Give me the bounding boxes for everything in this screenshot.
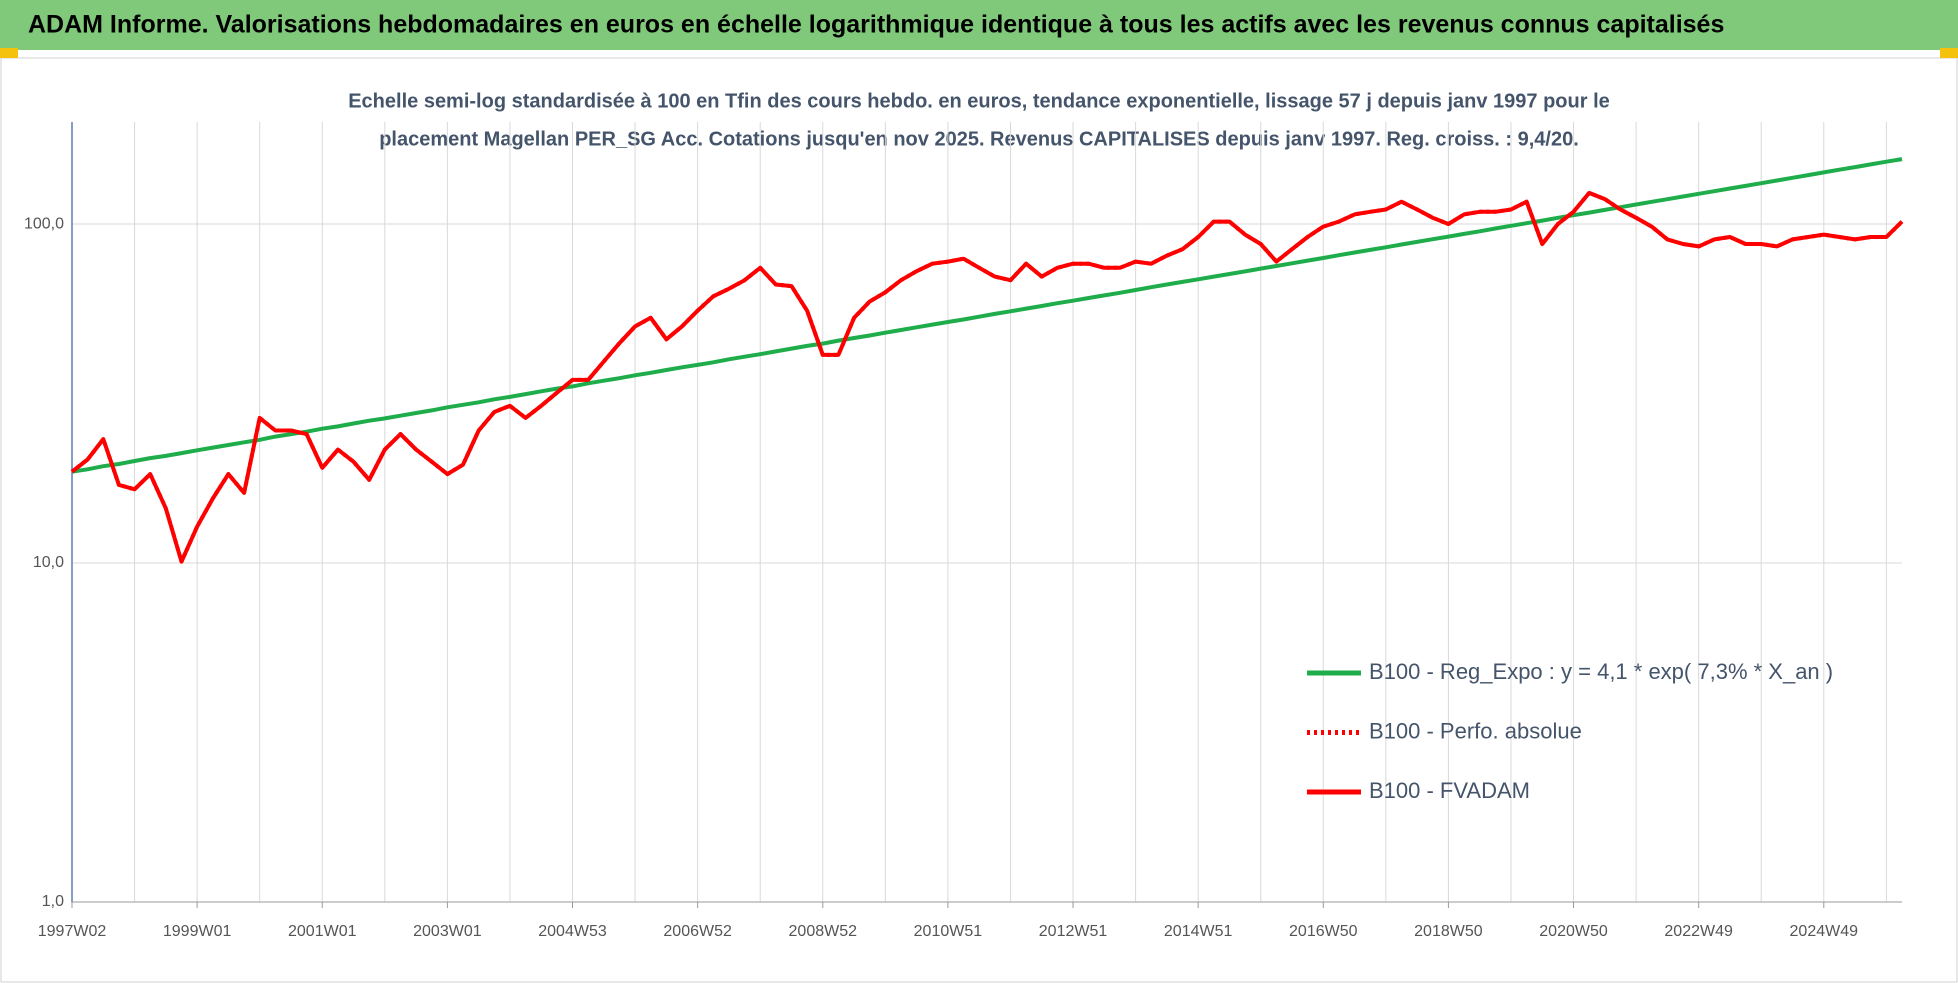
x-tick-label: 2010W51 — [914, 923, 983, 940]
subtitle: Echelle semi-log standardisée à 100 en T… — [348, 90, 1610, 112]
frame — [0, 57, 1958, 983]
series-line — [71, 157, 1903, 474]
chart-title: ADAM Informe. Valorisations hebdomadaire… — [28, 11, 1724, 39]
legend-label: B100 - Perfo. absolue — [1369, 718, 1582, 743]
series-line — [70, 190, 1904, 564]
x-tick-label: 2001W01 — [288, 923, 357, 940]
legend-label: B100 - Reg_Expo : y = 4,1 * exp( 7,3% * … — [1369, 659, 1833, 684]
x-tick-label: 2020W50 — [1539, 923, 1608, 940]
x-tick-label: 2008W52 — [789, 923, 858, 940]
x-tick-label: 2024W49 — [1790, 923, 1859, 940]
corner — [1940, 48, 1958, 58]
legend-label: B100 - FVADAM — [1369, 778, 1530, 803]
corner — [0, 48, 18, 58]
y-tick-label: 1,0 — [42, 893, 64, 910]
x-tick-label: 1999W01 — [163, 923, 232, 940]
y-tick-label: 10,0 — [33, 554, 64, 571]
y-tick-label: 100,0 — [24, 215, 64, 232]
x-tick-label: 2018W50 — [1414, 923, 1483, 940]
x-tick-label: 2003W01 — [413, 923, 482, 940]
x-tick-label: 2022W49 — [1664, 923, 1733, 940]
subtitle: placement Magellan PER_SG Acc. Cotations… — [379, 128, 1579, 150]
x-tick-label: 2006W52 — [663, 923, 732, 940]
x-tick-label: 2014W51 — [1164, 923, 1233, 940]
x-tick-label: 1997W02 — [38, 923, 107, 940]
x-tick-label: 2016W50 — [1289, 923, 1358, 940]
title-band — [0, 0, 1958, 50]
x-tick-label: 2004W53 — [538, 923, 607, 940]
x-tick-label: 2012W51 — [1039, 923, 1108, 940]
